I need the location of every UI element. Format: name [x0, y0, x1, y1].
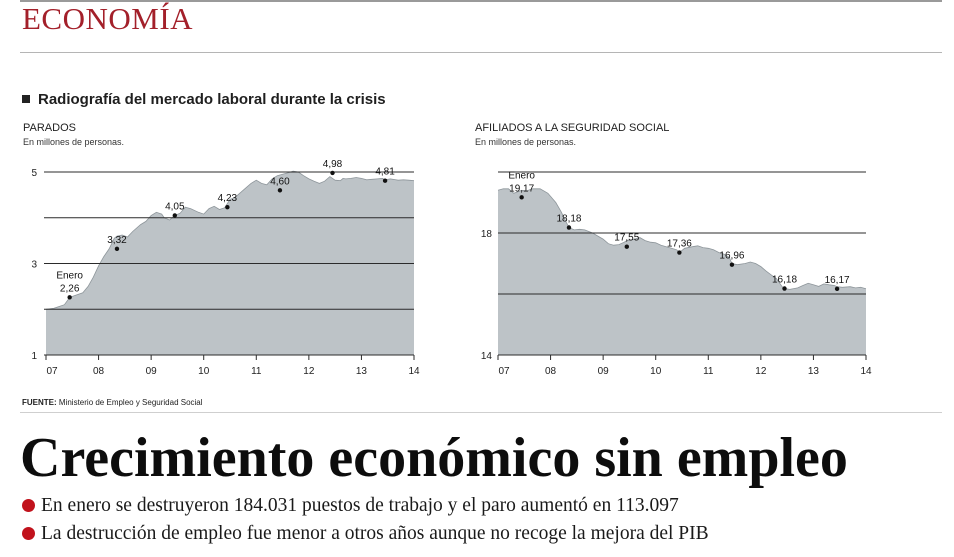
- data-label: 4,98: [323, 159, 343, 170]
- x-tick-label: 13: [808, 366, 820, 377]
- data-label: 3,32: [107, 235, 127, 246]
- bullet-1-text: En enero se destruyeron 184.031 puestos …: [41, 495, 679, 516]
- source-note: FUENTE: Ministerio de Empleo y Seguridad…: [22, 398, 203, 407]
- area-line: [497, 188, 867, 290]
- x-tick-label: 09: [598, 366, 610, 377]
- data-label: 16,96: [719, 251, 744, 262]
- y-tick-label: 5: [31, 168, 37, 179]
- section-rule: [20, 52, 942, 53]
- data-label: 17,55: [614, 233, 639, 244]
- source-label: FUENTE:: [22, 398, 57, 407]
- section-header: ECONOMÍA: [22, 1, 194, 36]
- x-tick-label: 14: [408, 366, 420, 377]
- data-point: [677, 250, 682, 255]
- y-tick-label: 3: [31, 260, 37, 271]
- y-tick-label: 1: [31, 351, 37, 362]
- chart-title: Radiografía del mercado laboral durante …: [22, 91, 386, 108]
- x-tick-label: 07: [498, 366, 510, 377]
- area-line: [45, 170, 415, 310]
- bullet-2-text: La destrucción de empleo fue menor a otr…: [41, 523, 709, 544]
- data-point: [729, 262, 735, 267]
- x-tick-label: 08: [93, 366, 105, 377]
- data-label: 4,60: [270, 176, 290, 187]
- y-tick-label: 18: [481, 229, 493, 240]
- parados-unit: En millones de personas.: [23, 137, 125, 147]
- x-tick-label: 10: [650, 366, 662, 377]
- data-label: 4,81: [375, 167, 395, 178]
- data-label-note: Enero: [508, 170, 535, 181]
- x-tick-label: 08: [545, 366, 557, 377]
- data-point: [277, 188, 283, 193]
- x-tick-label: 09: [146, 366, 158, 377]
- data-label: 2,26: [60, 283, 80, 294]
- headline: Crecimiento económico sin empleo: [20, 427, 848, 489]
- x-tick-label: 11: [251, 366, 262, 377]
- afiliados-unit: En millones de personas.: [475, 137, 577, 147]
- bullet-1: En enero se destruyeron 184.031 puestos …: [22, 495, 679, 517]
- data-label: 19,17: [509, 183, 534, 194]
- top-rule: [20, 0, 942, 2]
- x-tick-label: 14: [860, 366, 872, 377]
- data-label-note: Enero: [56, 270, 83, 281]
- data-point: [172, 213, 177, 218]
- afiliados-title: AFILIADOS A LA SEGURIDAD SOCIAL: [475, 122, 670, 134]
- data-point: [782, 286, 787, 291]
- x-tick-label: 11: [703, 366, 714, 377]
- data-point: [519, 195, 524, 200]
- data-point: [67, 295, 72, 300]
- data-label: 4,05: [165, 201, 185, 212]
- x-tick-label: 12: [303, 366, 315, 377]
- data-point: [330, 170, 335, 176]
- source-rule: [20, 412, 942, 413]
- data-point: [834, 286, 840, 292]
- bullet-2: La destrucción de empleo fue menor a otr…: [22, 523, 709, 545]
- data-point: [114, 246, 120, 252]
- data-label: 4,23: [218, 193, 238, 204]
- data-label: 16,17: [825, 275, 850, 286]
- afiliados-chart: 14 18 07 08 09 10 11 12 13 14 19,17 Enero 18,18 17,55…: [481, 170, 872, 377]
- x-tick-label: 10: [198, 366, 210, 377]
- chart-title-text: Radiografía del mercado laboral durante …: [38, 91, 386, 108]
- data-point: [382, 178, 388, 183]
- x-tick-label: 07: [46, 366, 58, 377]
- red-dot-icon: [22, 527, 35, 540]
- x-tick-label: 13: [356, 366, 368, 377]
- square-bullet-icon: [22, 95, 30, 103]
- data-label: 18,18: [556, 214, 581, 225]
- data-point: [624, 244, 629, 249]
- source-text: Ministerio de Empleo y Seguridad Social: [58, 398, 203, 407]
- y-tick-label: 14: [481, 351, 493, 362]
- data-label: 17,36: [667, 239, 692, 250]
- area-fill: [498, 188, 866, 355]
- parados-title: PARADOS: [23, 122, 76, 134]
- data-point: [225, 205, 230, 210]
- x-tick-label: 12: [755, 366, 767, 377]
- red-dot-icon: [22, 499, 35, 512]
- data-point: [566, 225, 572, 230]
- data-label: 16,18: [772, 275, 797, 286]
